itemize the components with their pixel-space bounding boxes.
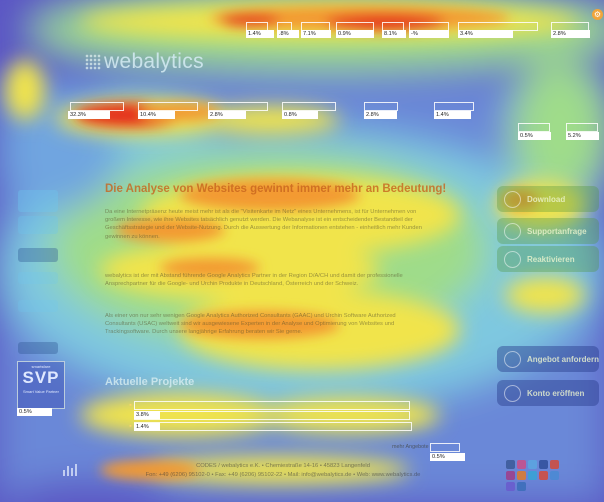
mail-icon[interactable] xyxy=(517,482,526,491)
partner-paragraph: webalytics ist der mit Abstand führende … xyxy=(105,273,403,288)
reactivate-button[interactable]: Reaktivieren xyxy=(497,246,599,272)
subnav-item-1-percent: 32.3% xyxy=(68,111,110,119)
webalytics-logo[interactable]: webalytics xyxy=(85,50,204,74)
right-link-2-percent: 5.2% xyxy=(566,132,599,140)
left-sidebar xyxy=(16,190,62,354)
more-offers-box[interactable] xyxy=(430,443,460,452)
social-icons xyxy=(506,460,568,494)
subnav-item-5[interactable] xyxy=(364,102,398,111)
nav-item-3-percent: 7.1% xyxy=(301,30,331,38)
nav-item-5-percent: 8.1% xyxy=(382,30,406,38)
request-offer-button[interactable]: Angebot anfordern xyxy=(497,346,599,372)
subnav-item-6[interactable] xyxy=(434,102,474,111)
right-link-1[interactable] xyxy=(518,123,550,132)
subnav-item-6-percent: 1.4% xyxy=(434,111,471,119)
subnav-item-2[interactable] xyxy=(138,102,198,111)
svp-partner-badge[interactable]: smartsfare SVP Smart Value Partner xyxy=(17,361,65,409)
twitter-icon[interactable] xyxy=(528,460,537,469)
globe-icon xyxy=(504,351,521,368)
projects-heading: Aktuelle Projekte xyxy=(105,376,195,388)
badge-top-text: smartsfare xyxy=(31,364,51,369)
intro-paragraph: Da eine Internetpräsenz heute meist mehr… xyxy=(105,209,422,240)
nav-item-8-percent: 2.8% xyxy=(551,30,590,38)
subnav-item-3-percent: 2.8% xyxy=(208,111,246,119)
page-headline: Die Analyse von Websites gewinnt immer m… xyxy=(105,183,447,195)
footer-address: CODES / webalytics e.K. • Chemiestraße 1… xyxy=(196,463,370,469)
sidebar-item-2[interactable] xyxy=(18,216,58,234)
footer-logo-icon xyxy=(62,462,80,478)
nav-item-4-percent: 0.9% xyxy=(336,30,374,38)
support-request-button[interactable]: Supportanfrage xyxy=(497,218,599,244)
subnav-item-1[interactable] xyxy=(70,102,124,111)
youtube-icon[interactable] xyxy=(539,471,548,480)
project-1-bullet-icon: ▪ xyxy=(129,402,132,409)
sidebar-item-3[interactable] xyxy=(18,248,58,262)
footer-contact: Fon: +49 (6206) 95102-0 • Fax: +49 (6206… xyxy=(145,472,421,478)
badge-main-text: SVP xyxy=(22,368,60,387)
nav-item-1-percent: 1.4% xyxy=(246,30,274,38)
svp-badge-percent: 0.5% xyxy=(17,408,52,416)
refresh-icon xyxy=(504,251,521,268)
download-button[interactable]: Download xyxy=(497,186,599,212)
more-offers-percent: 0.5% xyxy=(430,453,465,461)
subnav-item-4-percent: 0.8% xyxy=(282,111,318,119)
sidebar-item-1[interactable] xyxy=(18,190,58,212)
download-icon xyxy=(504,191,521,208)
badge-sub-text: Smart Value Partner xyxy=(23,389,59,394)
rss-icon[interactable] xyxy=(550,460,559,469)
sidebar-item-4[interactable] xyxy=(18,272,58,284)
xing-icon[interactable] xyxy=(550,471,559,480)
sidebar-item-6[interactable] xyxy=(18,342,58,354)
sidebar-item-5[interactable] xyxy=(18,300,58,312)
right-link-1-percent: 0.5% xyxy=(518,132,551,140)
nav-item-6-percent: -% xyxy=(409,30,449,38)
logo-text: webalytics xyxy=(104,50,204,73)
consultant-paragraph: Als einer von nur sehr wenigen Google An… xyxy=(105,313,396,336)
project-2-link[interactable] xyxy=(134,411,410,420)
linkedin-icon[interactable] xyxy=(528,471,537,480)
subnav-item-2-percent: 10.4% xyxy=(138,111,175,119)
project-1-link[interactable] xyxy=(134,401,410,410)
facebook-icon[interactable] xyxy=(506,460,515,469)
nav-item-2-percent: .8% xyxy=(277,30,299,38)
project-3-percent: 1.4% xyxy=(134,423,160,431)
globe-icon xyxy=(504,385,521,402)
settings-icon[interactable]: ⚙ xyxy=(592,9,603,20)
subnav-item-4[interactable] xyxy=(282,102,336,111)
subnav-item-3[interactable] xyxy=(208,102,268,111)
open-account-button[interactable]: Konto eröffnen xyxy=(497,380,599,406)
right-link-2[interactable] xyxy=(566,123,598,132)
project-1-percent: 3.8% xyxy=(134,411,160,419)
more-offers-link[interactable]: mehr Angebote xyxy=(392,444,429,450)
blogger-icon[interactable] xyxy=(517,471,526,480)
nav-item-7-percent: 3.4% xyxy=(458,30,513,38)
project-3-bullet-icon: ▪ xyxy=(129,423,132,430)
support-icon xyxy=(504,223,521,240)
myspace-icon[interactable] xyxy=(506,471,515,480)
subnav-item-5-percent: 2.8% xyxy=(364,111,397,119)
delicious-icon[interactable] xyxy=(539,460,548,469)
project-3-link[interactable] xyxy=(134,422,412,431)
flickr-icon[interactable] xyxy=(517,460,526,469)
digg-icon[interactable] xyxy=(506,482,515,491)
logo-mark-icon xyxy=(85,54,101,70)
